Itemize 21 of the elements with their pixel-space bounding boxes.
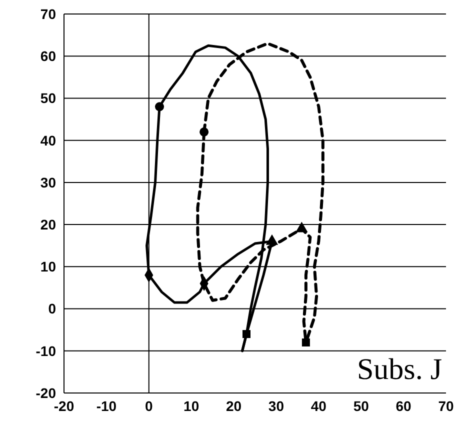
y-tick-label: -20 <box>36 384 56 401</box>
x-tick-label: 0 <box>144 398 153 414</box>
y-tick-label: 0 <box>48 300 56 317</box>
x-tick-label: -20 <box>54 398 74 414</box>
y-tick-label: 50 <box>40 90 56 106</box>
y-tick-label: 70 <box>40 6 56 22</box>
x-tick-label: 70 <box>438 398 454 414</box>
x-tick-label: 30 <box>268 398 284 414</box>
y-tick-label: 60 <box>40 48 56 64</box>
x-tick-label: 50 <box>353 398 370 414</box>
y-tick-label: 30 <box>40 174 56 190</box>
y-tick-label: 10 <box>40 258 56 275</box>
x-tick-label: 10 <box>184 398 200 414</box>
x-tick-label: 60 <box>396 398 412 414</box>
y-tick-label: 20 <box>40 216 56 233</box>
x-tick-label: 20 <box>226 398 242 414</box>
y-tick-label: 40 <box>40 132 56 148</box>
x-tick-label: 40 <box>310 398 327 414</box>
x-tick-label: -10 <box>96 398 117 414</box>
y-tick-label: -10 <box>36 342 56 359</box>
annotation: Subs. J <box>356 353 442 386</box>
